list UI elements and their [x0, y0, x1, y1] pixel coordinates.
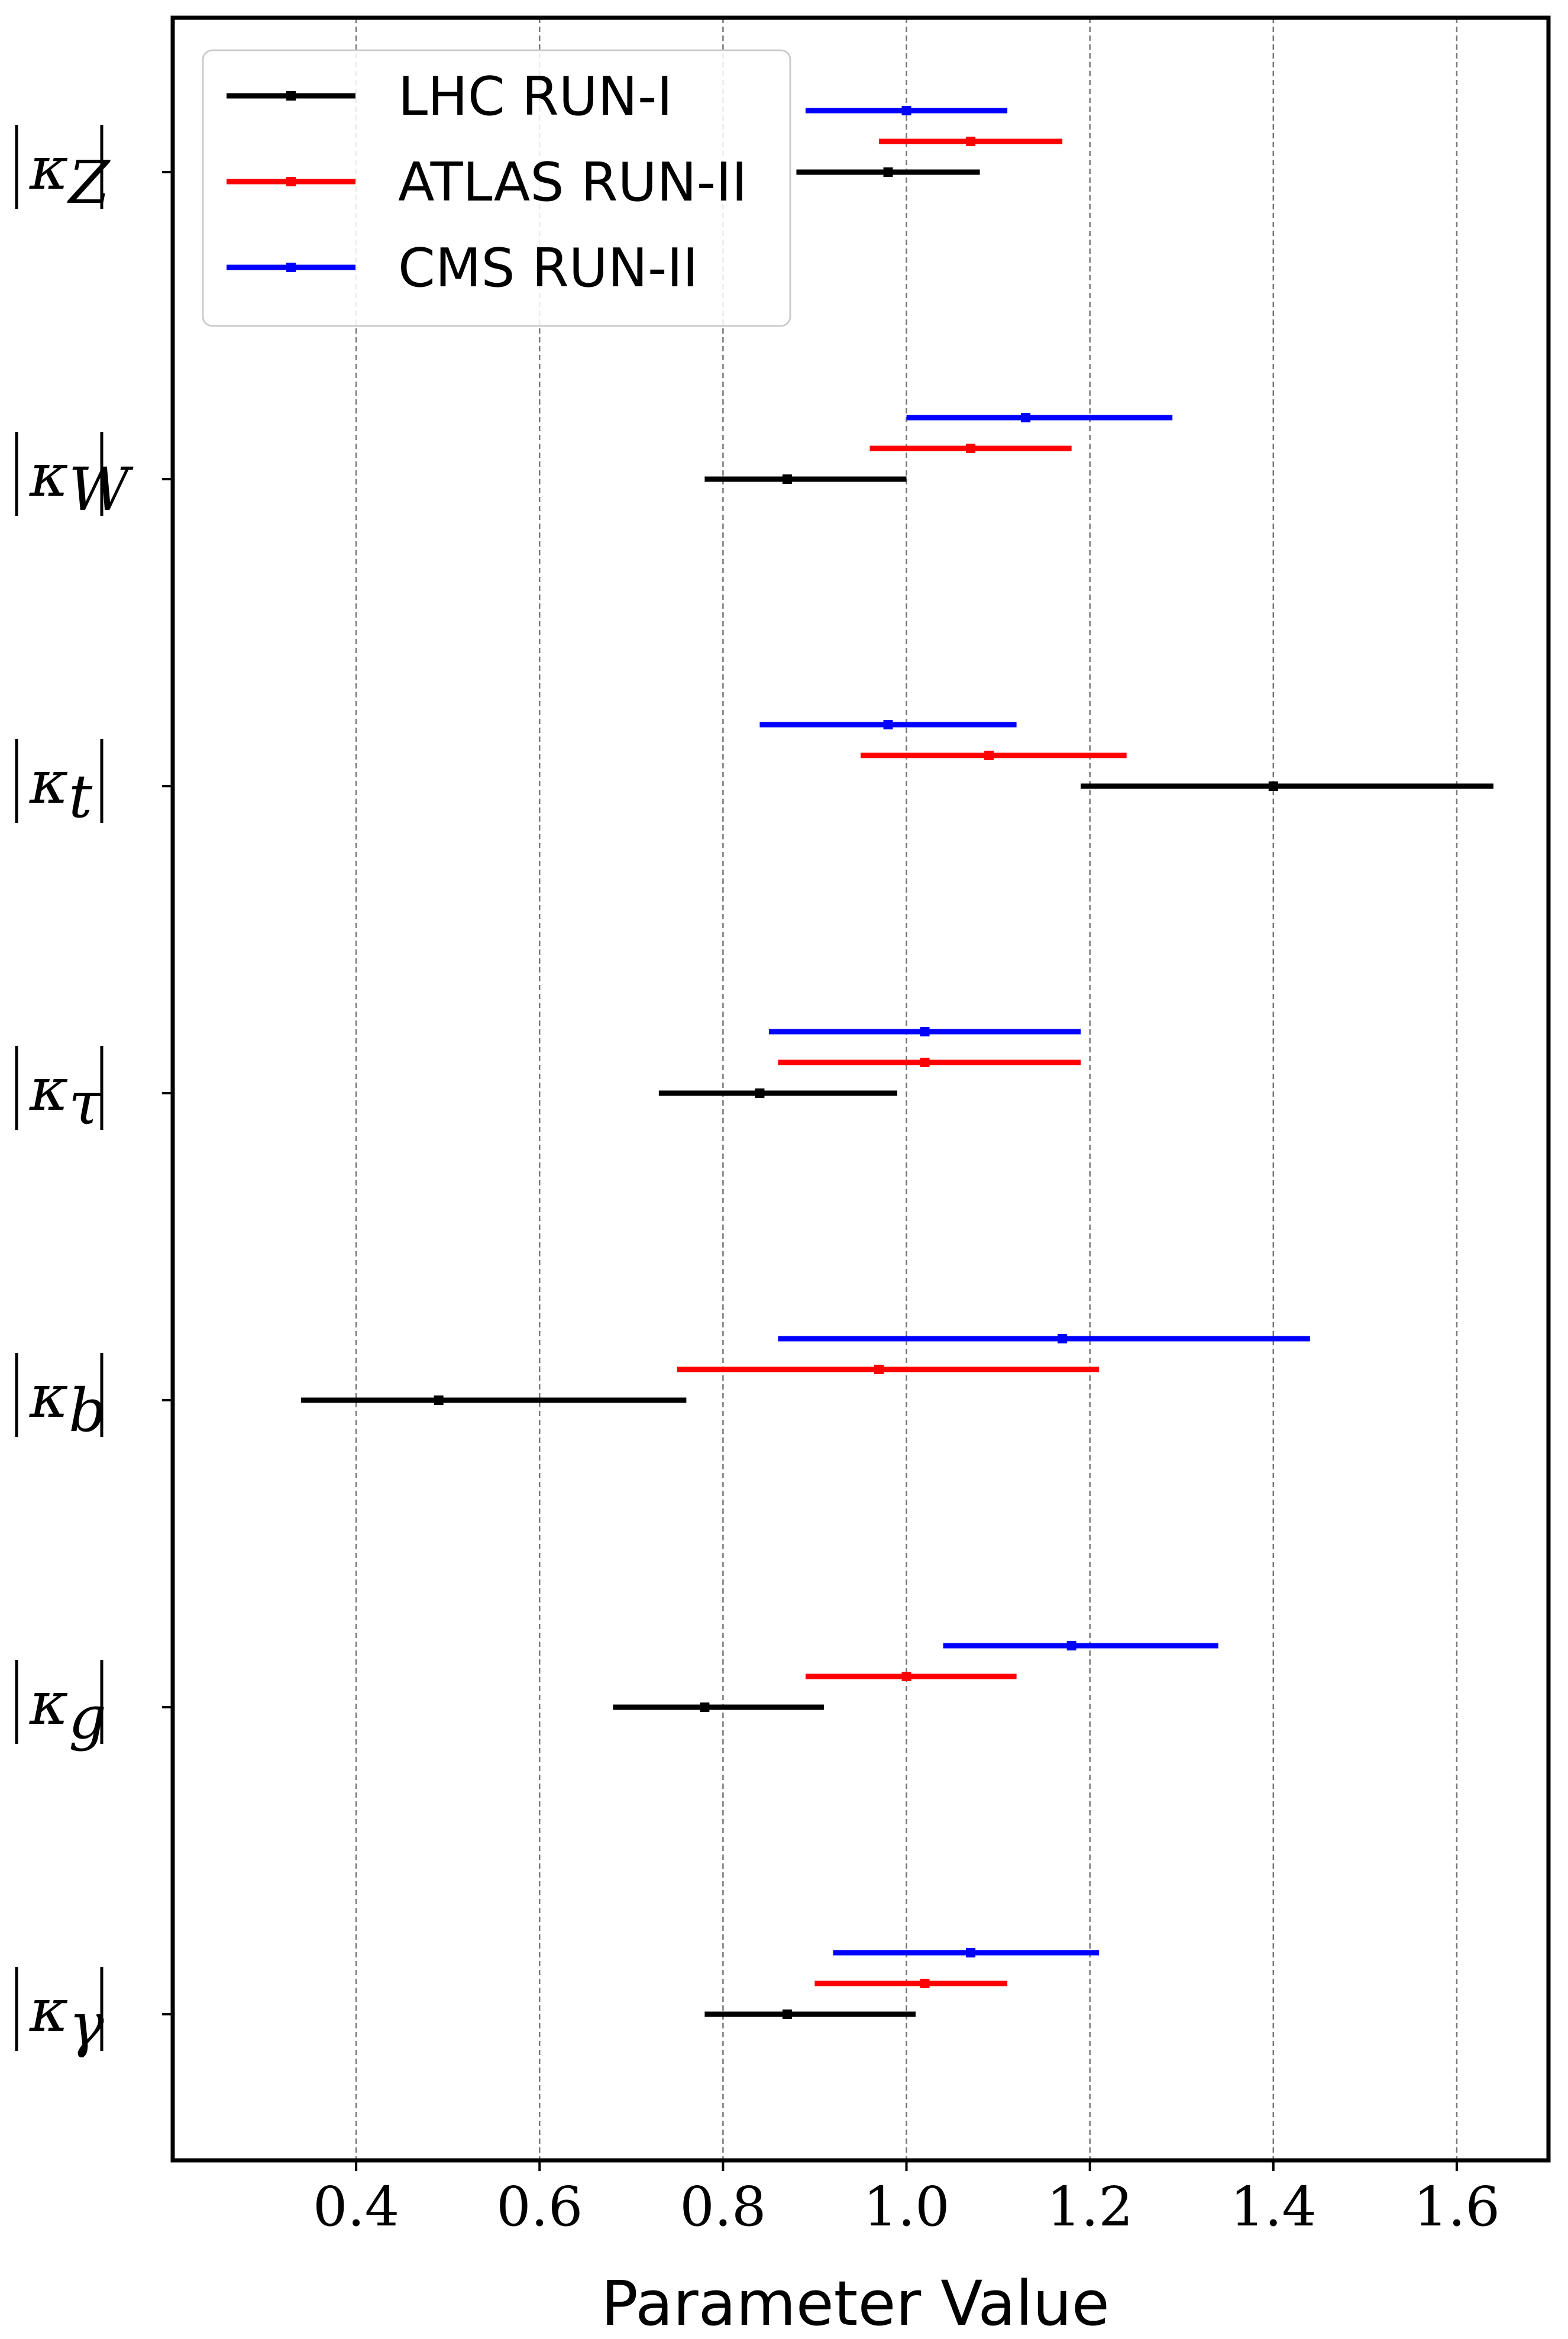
error-bar — [879, 137, 1063, 146]
x-tick-label: 1.4 — [1230, 2175, 1317, 2238]
error-bar — [677, 1365, 1100, 1374]
legend-marker — [286, 91, 296, 101]
x-tick-label: 1.2 — [1047, 2175, 1133, 2238]
kappa-subscript: τ — [69, 1069, 102, 1138]
kappa-subscript: Z — [67, 148, 111, 217]
error-bar — [805, 106, 1008, 115]
x-axis: 0.4 0.6 0.8 1.0 1.2 1.4 1.6 — [313, 2160, 1500, 2238]
legend-marker — [286, 177, 296, 186]
error-bar — [759, 720, 1017, 729]
central-value-marker — [755, 1088, 765, 1098]
central-value-marker — [874, 1365, 884, 1374]
legend-entry: ATLAS RUN-II — [227, 151, 747, 214]
legend-box — [202, 49, 791, 327]
x-axis-title: Parameter Value — [601, 2267, 1110, 2339]
central-value-marker — [901, 106, 911, 115]
error-bar — [906, 413, 1173, 422]
kappa-subscript: t — [69, 762, 93, 831]
legend-label: CMS RUN-II — [398, 237, 699, 299]
error-bar — [869, 444, 1072, 453]
legend-label: LHC RUN-I — [398, 66, 673, 128]
central-value-marker — [920, 1027, 930, 1036]
legend-entry: CMS RUN-II — [227, 237, 699, 299]
central-value-marker — [434, 1395, 444, 1405]
error-bar — [613, 1702, 824, 1712]
error-bar — [814, 1979, 1008, 1988]
error-bar — [704, 2010, 916, 2019]
central-value-marker — [700, 1702, 710, 1712]
central-value-marker — [883, 167, 893, 177]
central-value-marker — [984, 751, 994, 760]
error-bar — [943, 1641, 1218, 1650]
error-bar — [833, 1948, 1100, 1957]
x-tick-label: 1.0 — [863, 2175, 949, 2238]
central-value-marker — [782, 2010, 792, 2019]
error-bar — [658, 1088, 898, 1098]
kappa-symbol: κ — [29, 1362, 69, 1431]
grid-lines — [355, 18, 1458, 2160]
kappa-subscript: g — [69, 1683, 106, 1752]
kappa-symbol: κ — [29, 134, 69, 203]
kappa-symbol: κ — [29, 748, 69, 817]
error-bar — [796, 167, 980, 177]
kappa-subscript: γ — [69, 1990, 104, 2059]
kappa-symbol: κ — [29, 1055, 69, 1124]
error-bar — [301, 1395, 687, 1405]
central-value-marker — [901, 1672, 911, 1681]
x-tick-label: 0.4 — [313, 2175, 399, 2238]
central-value-marker — [883, 720, 893, 729]
legend: LHC RUN-I ATLAS RUN-II CMS RUN-II — [202, 49, 791, 327]
error-bar — [704, 474, 907, 484]
error-bar — [805, 1672, 1017, 1681]
error-bars — [301, 106, 1493, 2019]
legend-entry: LHC RUN-I — [227, 66, 673, 128]
error-bar — [778, 1334, 1310, 1343]
central-value-marker — [920, 1058, 930, 1067]
central-value-marker — [966, 137, 976, 146]
kappa-symbol: κ — [29, 1976, 69, 2045]
central-value-marker — [920, 1979, 930, 1988]
central-value-marker — [1021, 413, 1031, 422]
central-value-marker — [1066, 1641, 1076, 1650]
central-value-marker — [1058, 1334, 1068, 1343]
error-bar — [768, 1027, 1081, 1036]
central-value-marker — [1268, 781, 1278, 791]
legend-marker — [286, 263, 296, 272]
legend-label: ATLAS RUN-II — [398, 151, 747, 214]
x-tick-label: 0.8 — [680, 2175, 766, 2238]
plot-frame — [170, 15, 1551, 2163]
central-value-marker — [966, 1948, 976, 1957]
error-bar — [861, 751, 1127, 760]
central-value-marker — [966, 444, 976, 453]
x-tick-label: 1.6 — [1414, 2175, 1500, 2238]
kappa-subscript: b — [69, 1376, 106, 1445]
kappa-symbol: κ — [29, 1669, 69, 1738]
y-axis: κ Zκ Wκ tκ τκ bκ gκ γ — [15, 125, 173, 2059]
x-tick-label: 0.6 — [496, 2175, 583, 2238]
error-bar — [1081, 781, 1493, 791]
error-bar — [778, 1058, 1081, 1067]
kappa-symbol: κ — [29, 441, 69, 510]
central-value-marker — [782, 474, 792, 484]
